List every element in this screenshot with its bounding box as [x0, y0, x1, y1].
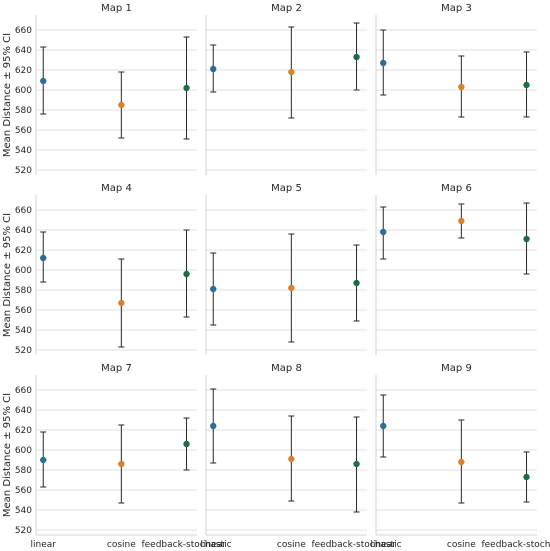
y-tick-label: 560 [15, 126, 32, 136]
x-tick-label: cosine [447, 540, 476, 550]
mean-point [40, 456, 47, 464]
mean-point [40, 254, 47, 262]
panel-title: Map 9 [441, 363, 472, 374]
mean-point [288, 455, 295, 463]
y-tick-label: 520 [15, 166, 32, 176]
mean-point [458, 217, 465, 225]
y-axis-label: Mean Distance ± 95% CI [2, 33, 13, 157]
y-axis-label: Mean Distance ± 95% CI [2, 393, 13, 517]
mean-point [183, 270, 190, 278]
mean-point [183, 440, 190, 448]
y-tick-label: 600 [15, 86, 32, 96]
x-tick-label: linear [31, 540, 57, 550]
mean-point [288, 284, 295, 292]
y-axis-label: Mean Distance ± 95% CI [2, 213, 13, 337]
mean-point [380, 59, 387, 67]
mean-point [210, 65, 217, 73]
y-tick-label: 640 [15, 406, 32, 416]
mean-point [523, 235, 530, 243]
mean-point [118, 460, 125, 468]
y-tick-label: 640 [15, 46, 32, 56]
panel-title: Map 4 [101, 183, 132, 194]
x-tick-label: cosine [107, 540, 136, 550]
x-tick-label: feedback-stochastic [481, 540, 550, 550]
y-tick-label: 580 [15, 466, 32, 476]
x-tick-label: feedback-stochastic [311, 540, 401, 550]
mean-point [210, 285, 217, 293]
panel-title: Map 6 [441, 183, 472, 194]
y-tick-label: 600 [15, 266, 32, 276]
y-tick-label: 540 [15, 506, 32, 516]
y-tick-label: 620 [15, 246, 32, 256]
y-tick-label: 640 [15, 226, 32, 236]
x-tick-label: linear [201, 540, 227, 550]
mean-point [40, 77, 47, 85]
panel-title: Map 1 [101, 3, 132, 14]
y-tick-label: 620 [15, 426, 32, 436]
y-tick-label: 540 [15, 146, 32, 156]
mean-point [523, 81, 530, 89]
x-tick-label: feedback-stochastic [141, 540, 231, 550]
x-tick-label: cosine [277, 540, 306, 550]
y-tick-label: 660 [15, 386, 32, 396]
mean-point [458, 83, 465, 91]
mean-point [458, 458, 465, 466]
y-tick-label: 580 [15, 286, 32, 296]
y-tick-label: 620 [15, 66, 32, 76]
y-tick-label: 580 [15, 106, 32, 116]
y-tick-label: 520 [15, 346, 32, 356]
mean-point [353, 460, 360, 468]
y-tick-label: 600 [15, 446, 32, 456]
mean-point [353, 53, 360, 61]
y-tick-label: 560 [15, 306, 32, 316]
mean-point [353, 279, 360, 287]
mean-point [118, 299, 125, 307]
mean-point [183, 84, 190, 92]
y-tick-label: 540 [15, 326, 32, 336]
x-tick-label: linear [371, 540, 397, 550]
y-tick-label: 660 [15, 26, 32, 36]
y-tick-label: 520 [15, 526, 32, 536]
mean-point [380, 228, 387, 236]
panel-title: Map 2 [271, 3, 302, 14]
panel-title: Map 3 [441, 3, 472, 14]
panel-title: Map 5 [271, 183, 302, 194]
mean-point [288, 68, 295, 76]
mean-point [523, 473, 530, 481]
mean-point [210, 422, 217, 430]
mean-point [380, 422, 387, 430]
panel-title: Map 8 [271, 363, 302, 374]
y-tick-label: 660 [15, 206, 32, 216]
panel-title: Map 7 [101, 363, 132, 374]
y-tick-label: 560 [15, 486, 32, 496]
mean-point [118, 101, 125, 109]
